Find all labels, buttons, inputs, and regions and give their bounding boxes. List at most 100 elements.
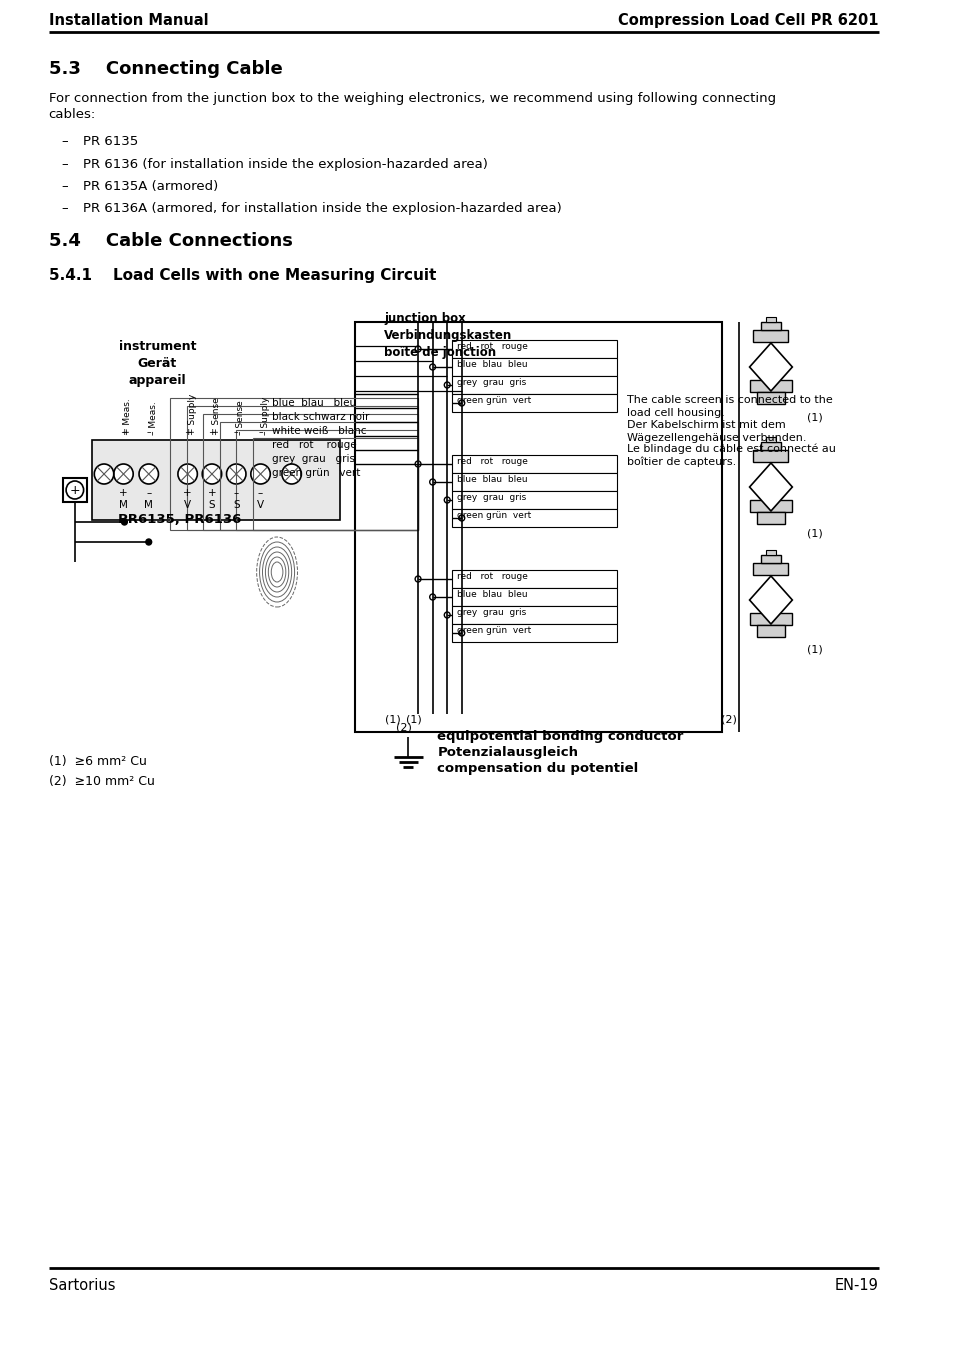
- Text: –: –: [146, 487, 152, 498]
- Bar: [749, 379, 792, 391]
- Text: cables:: cables:: [49, 108, 95, 122]
- Text: +: +: [119, 487, 128, 498]
- Circle shape: [458, 514, 464, 521]
- Text: –: –: [61, 202, 68, 215]
- Bar: [760, 441, 780, 450]
- Text: M: M: [144, 500, 153, 510]
- Bar: [452, 455, 617, 472]
- Text: –: –: [258, 428, 262, 437]
- Bar: [452, 491, 617, 509]
- Text: EN-19: EN-19: [834, 1278, 878, 1293]
- Text: PR 6136 (for installation inside the explosion-hazarded area): PR 6136 (for installation inside the exp…: [83, 158, 487, 171]
- Text: 5.4.1    Load Cells with one Measuring Circuit: 5.4.1 Load Cells with one Measuring Circ…: [49, 269, 436, 284]
- Text: +: +: [70, 483, 80, 497]
- Bar: [452, 509, 617, 526]
- Text: 5.4    Cable Connections: 5.4 Cable Connections: [49, 232, 293, 250]
- Bar: [753, 329, 787, 342]
- Text: –: –: [147, 428, 151, 437]
- Bar: [236, 431, 417, 531]
- Text: (1): (1): [385, 714, 400, 724]
- Circle shape: [113, 464, 133, 485]
- Text: blue  blau  bleu: blue blau bleu: [456, 360, 527, 369]
- Text: Compression Load Cell PR 6201: Compression Load Cell PR 6201: [618, 14, 878, 28]
- Bar: [452, 340, 617, 358]
- Text: green grün  vert: green grün vert: [456, 626, 531, 634]
- Text: PR 6135A (armored): PR 6135A (armored): [83, 180, 217, 193]
- Text: (1): (1): [806, 413, 821, 423]
- Bar: [170, 398, 417, 531]
- Bar: [452, 472, 617, 491]
- Text: S: S: [233, 500, 239, 510]
- Bar: [760, 555, 780, 563]
- Text: +: +: [183, 487, 192, 498]
- Text: –: –: [61, 158, 68, 171]
- Bar: [749, 613, 792, 625]
- Text: (1)  ≥6 mm² Cu: (1) ≥6 mm² Cu: [49, 755, 147, 768]
- Bar: [765, 549, 775, 555]
- Text: black schwarz noir: black schwarz noir: [272, 412, 369, 423]
- Text: 5.3    Connecting Cable: 5.3 Connecting Cable: [49, 59, 282, 78]
- Bar: [452, 358, 617, 377]
- Bar: [355, 323, 721, 732]
- Circle shape: [444, 612, 450, 618]
- Bar: [452, 570, 617, 589]
- Text: (2): (2): [395, 722, 411, 732]
- Text: red   rot   rouge: red rot rouge: [456, 342, 527, 351]
- Text: green grün  vert: green grün vert: [456, 512, 531, 520]
- Text: V: V: [256, 500, 264, 510]
- Text: –: –: [61, 180, 68, 193]
- Text: S: S: [209, 500, 215, 510]
- Circle shape: [226, 464, 246, 485]
- Text: V: V: [184, 500, 191, 510]
- Text: PR 6136A (armored, for installation inside the explosion-hazarded area): PR 6136A (armored, for installation insi…: [83, 202, 560, 215]
- Text: (1): (1): [806, 528, 821, 539]
- Text: Installation Manual: Installation Manual: [49, 14, 208, 28]
- Text: Sartorius: Sartorius: [49, 1278, 115, 1293]
- Bar: [452, 606, 617, 624]
- Text: – Sense: – Sense: [236, 400, 245, 435]
- Text: blue  blau   bleu: blue blau bleu: [272, 398, 356, 408]
- Circle shape: [251, 464, 270, 485]
- Polygon shape: [749, 576, 792, 624]
- Text: +: +: [119, 428, 127, 437]
- Text: Le blindage du câble est connecté au
boîtier de capteurs.: Le blindage du câble est connecté au boî…: [626, 443, 835, 467]
- Circle shape: [415, 346, 420, 352]
- Bar: [760, 323, 780, 329]
- Text: (1): (1): [806, 645, 821, 655]
- Text: (1): (1): [406, 714, 421, 724]
- Text: blue  blau  bleu: blue blau bleu: [456, 590, 527, 599]
- Circle shape: [177, 464, 197, 485]
- Text: green grün   vert: green grün vert: [272, 468, 360, 478]
- Bar: [757, 625, 783, 637]
- Bar: [63, 478, 87, 502]
- Text: –: –: [233, 487, 238, 498]
- Circle shape: [429, 594, 436, 599]
- Text: – Meas.: – Meas.: [149, 401, 157, 435]
- Bar: [187, 406, 417, 531]
- Text: + Meas.: + Meas.: [123, 398, 132, 435]
- Circle shape: [429, 479, 436, 485]
- Bar: [757, 512, 783, 524]
- Circle shape: [94, 464, 113, 485]
- Text: red   rot    rouge: red rot rouge: [272, 440, 356, 450]
- Bar: [92, 440, 340, 520]
- Circle shape: [202, 464, 221, 485]
- Bar: [757, 392, 783, 404]
- Text: instrument
Gerät
appareil: instrument Gerät appareil: [118, 340, 196, 387]
- Text: red   rot   rouge: red rot rouge: [456, 458, 527, 466]
- Text: The cable screen is connected to the
load cell housing.: The cable screen is connected to the loa…: [626, 396, 832, 418]
- Text: grey  grau  gris: grey grau gris: [456, 608, 526, 617]
- Text: –: –: [61, 135, 68, 148]
- Text: blue  blau  bleu: blue blau bleu: [456, 475, 527, 485]
- Text: For connection from the junction box to the weighing electronics, we recommend u: For connection from the junction box to …: [49, 92, 775, 105]
- Text: M: M: [119, 500, 128, 510]
- Text: compensation du potentiel: compensation du potentiel: [437, 761, 639, 775]
- Text: + Supply: + Supply: [188, 394, 196, 435]
- Bar: [203, 414, 417, 531]
- Circle shape: [121, 518, 127, 525]
- Bar: [749, 500, 792, 512]
- Bar: [765, 317, 775, 323]
- Bar: [219, 423, 417, 531]
- Text: green grün  vert: green grün vert: [456, 396, 531, 405]
- Text: +: +: [208, 487, 216, 498]
